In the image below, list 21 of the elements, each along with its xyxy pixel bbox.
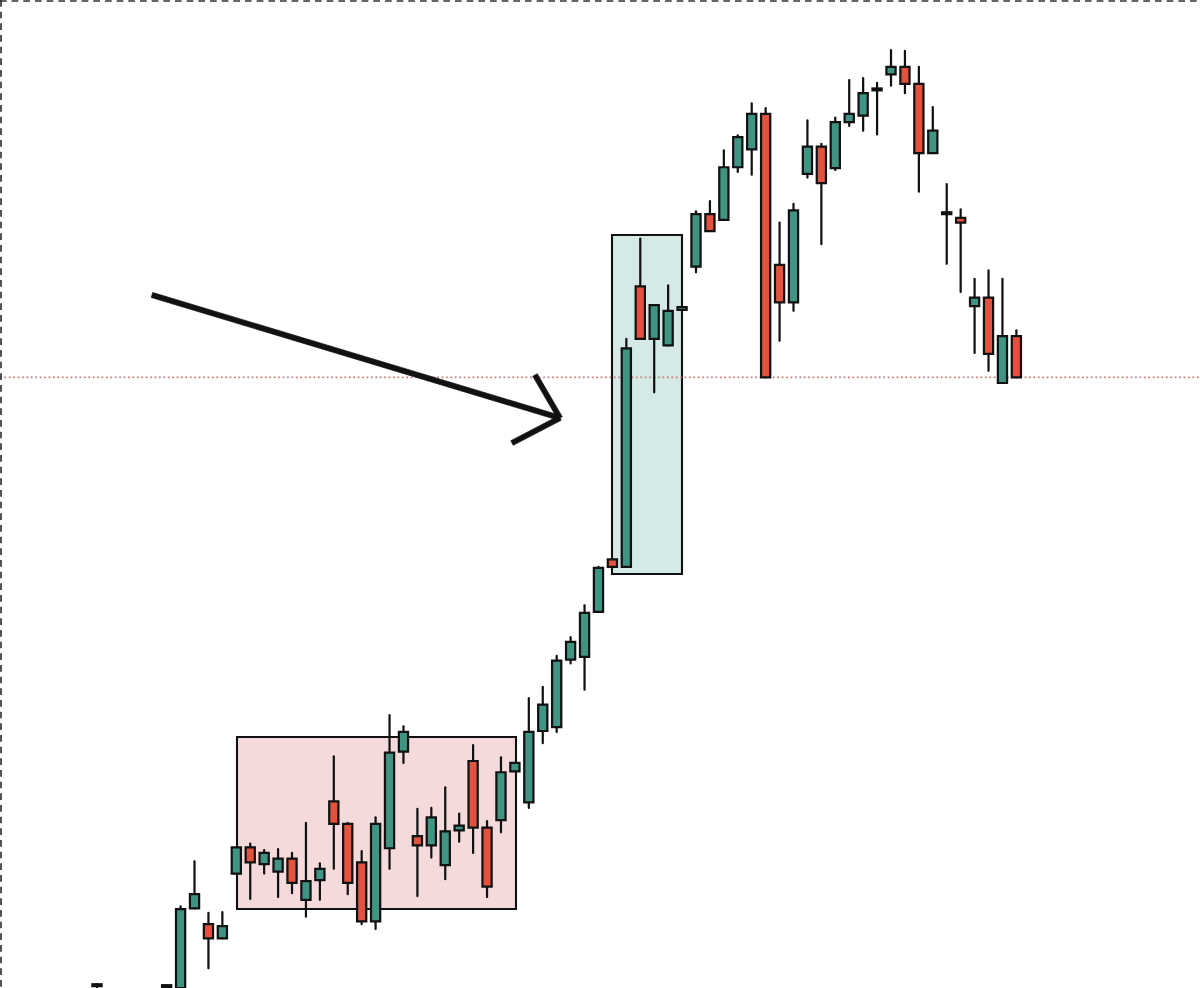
candlestick [871,81,883,136]
candlestick [704,199,716,233]
candlestick [411,807,424,898]
candlestick [216,910,229,940]
candlestick [244,842,256,900]
candlestick [954,208,967,294]
candlestick [843,78,855,128]
candlestick [328,755,340,870]
candlestick [272,848,284,899]
candlestick [258,849,270,875]
candlestick [899,49,911,95]
candlestick [941,183,953,265]
candlestick [927,106,939,155]
candlestick [564,636,577,665]
candlestick [188,860,201,910]
candlestick [857,77,869,132]
candlestick [453,812,465,843]
candlestick [885,48,897,87]
candlestick [314,862,326,901]
candlestick [202,911,215,970]
candlestick [968,277,981,355]
